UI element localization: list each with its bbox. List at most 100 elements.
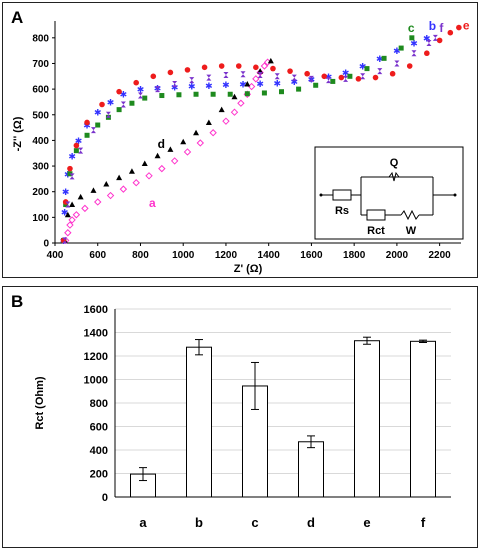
data-point: ✱	[94, 108, 102, 118]
y-tick-label: 200	[90, 469, 108, 481]
data-point	[120, 101, 126, 108]
category-label-c: c	[251, 515, 258, 530]
bar-d	[298, 441, 324, 498]
data-point	[105, 111, 111, 118]
y-tick-label: 800	[90, 398, 108, 410]
data-point	[313, 82, 319, 88]
series-label-d: d	[158, 137, 165, 151]
data-point	[116, 107, 122, 113]
data-point	[73, 142, 80, 149]
data-point	[231, 93, 238, 100]
resistor-rs	[332, 189, 352, 201]
inset-label-q: Q	[390, 157, 399, 169]
y-tick-label: 200	[32, 187, 49, 198]
data-point	[183, 148, 192, 156]
y-tick-label: 0	[102, 492, 108, 504]
data-point	[205, 119, 212, 125]
series-label-b: b	[429, 19, 436, 33]
data-point	[176, 92, 182, 98]
data-point	[62, 237, 68, 244]
data-point	[78, 147, 84, 154]
data-point: ✱	[62, 187, 70, 197]
data-point	[394, 60, 400, 67]
data-point	[172, 80, 178, 87]
data-point: ✱	[239, 79, 247, 89]
data-point	[326, 77, 332, 84]
data-point	[261, 90, 267, 96]
data-point	[158, 164, 166, 173]
data-point	[279, 89, 285, 95]
data-point	[360, 73, 366, 80]
data-point: ✱	[205, 81, 213, 91]
data-point	[291, 74, 297, 81]
data-point	[167, 146, 174, 152]
data-point	[103, 181, 110, 187]
bar-f	[410, 340, 436, 498]
data-point: ✱	[376, 54, 384, 64]
y-tick-label: 500	[32, 110, 49, 121]
inset-label-rct: Rct	[367, 225, 385, 237]
data-point: ✱	[171, 83, 179, 93]
data-point	[189, 77, 195, 84]
x-tick-label: 800	[132, 250, 149, 261]
x-tick-label: 1200	[215, 250, 238, 261]
data-point	[81, 204, 89, 213]
data-point	[223, 72, 229, 79]
y-tick-label: 1600	[84, 304, 108, 316]
data-point	[184, 67, 191, 73]
y-tick-label: 100	[32, 213, 49, 224]
inset-label-rs: Rs	[335, 205, 349, 217]
data-point	[99, 101, 105, 108]
data-point	[64, 211, 71, 218]
data-point	[69, 201, 76, 208]
data-point	[90, 187, 97, 193]
data-point	[389, 70, 396, 77]
data-point	[237, 99, 245, 107]
category-label-f: f	[421, 515, 426, 530]
y-tick-label: 600	[90, 422, 108, 434]
data-point: ✱	[393, 46, 401, 56]
data-point	[304, 70, 310, 77]
warburg-element	[400, 209, 420, 221]
data-point	[64, 229, 72, 237]
data-point	[137, 92, 143, 99]
data-point	[308, 75, 314, 82]
y-tick-label: 800	[32, 33, 49, 44]
data-point	[119, 185, 128, 193]
data-point	[90, 127, 96, 134]
y-axis-title: -Z'' (Ω)	[12, 116, 24, 151]
data-point	[170, 157, 179, 165]
data-point	[210, 91, 216, 97]
y-tick-label: 1400	[84, 328, 108, 340]
data-point	[436, 37, 443, 44]
data-point	[206, 74, 212, 81]
data-point	[106, 191, 115, 200]
data-point: ✱	[61, 208, 69, 218]
y-tick-label: 700	[32, 59, 49, 70]
cpe-element-q	[388, 171, 400, 182]
data-point	[247, 82, 256, 91]
data-point	[84, 132, 90, 138]
data-point	[68, 216, 76, 224]
data-point	[270, 65, 276, 72]
nyquist-plot: A 400 600 800 1000 1200 1400 1600 1800 2000 2200 0 1…	[11, 8, 470, 275]
y-tick-label: 1200	[84, 351, 108, 363]
inset-label-w: W	[406, 225, 417, 237]
data-point	[398, 45, 404, 51]
data-point	[218, 63, 225, 69]
data-point	[116, 174, 123, 181]
series-b: ✱✱✱✱✱✱✱✱✱✱✱✱✱✱✱✱✱✱✱✱✱✱✱✱✱✱✱✱	[60, 33, 431, 246]
data-point	[274, 73, 280, 80]
data-point	[196, 139, 205, 147]
data-point	[67, 165, 73, 172]
category-label-a: a	[139, 515, 147, 530]
series-label-f: f	[439, 21, 444, 35]
series-label-e: e	[463, 19, 470, 33]
data-point	[244, 91, 250, 97]
data-point	[432, 34, 438, 41]
category-label-e: e	[363, 515, 370, 530]
data-point: ✱	[291, 77, 299, 87]
data-point	[260, 62, 269, 70]
data-point	[167, 69, 174, 76]
data-point	[66, 221, 74, 229]
